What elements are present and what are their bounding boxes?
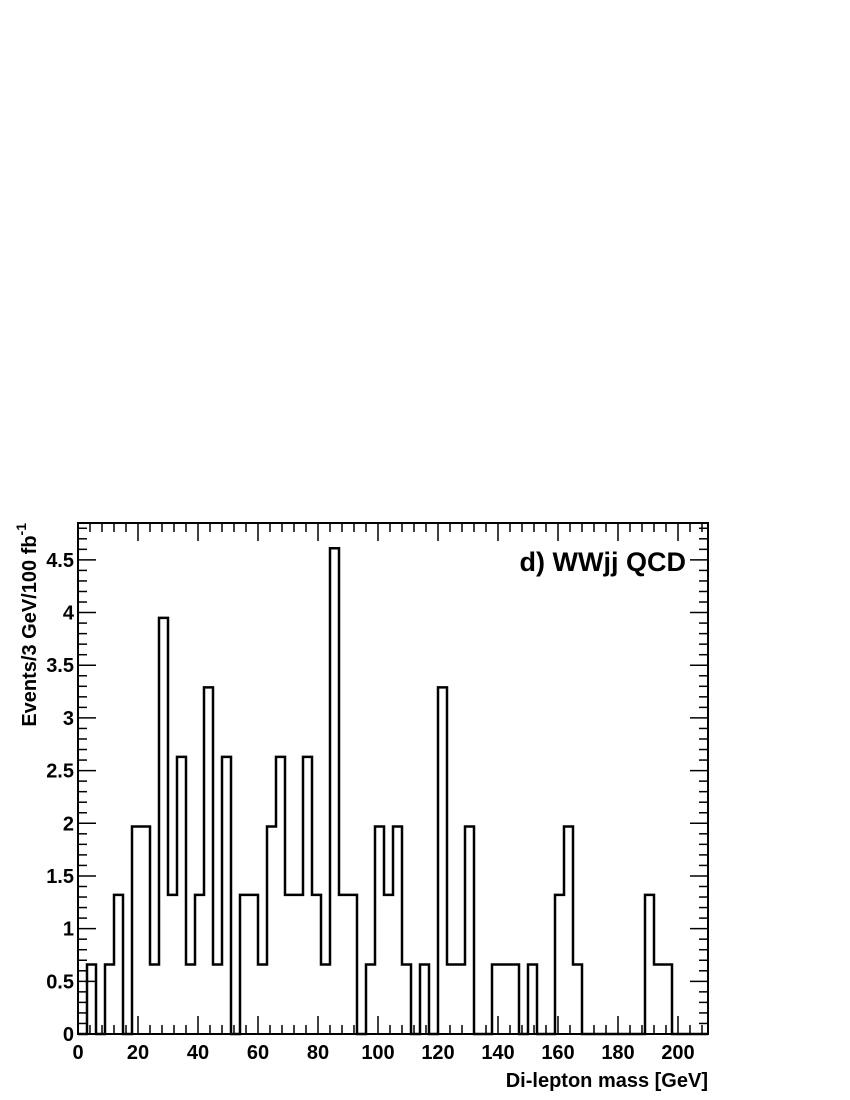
x-tick-label: 0 [72, 1042, 83, 1064]
y-tick-labels: 0 0.5 1 1.5 2 2.5 3 3.5 4 4.5 [46, 550, 75, 1046]
plot-annotation: d) WWjj QCD [520, 547, 686, 577]
y-tick-label: 4.5 [46, 550, 74, 572]
y-axis-title-superscript: -1 [13, 523, 29, 536]
x-tick-label: 80 [307, 1042, 329, 1064]
x-tick-label: 40 [187, 1042, 209, 1064]
y-tick-label: 3 [63, 708, 74, 730]
y-axis-title-main: Events/3 GeV/100 fb [19, 535, 41, 726]
y-tick-label: 0 [63, 1024, 74, 1046]
x-tick-label: 180 [601, 1042, 634, 1064]
y-tick-label: 2 [63, 813, 74, 835]
x-tick-label: 200 [661, 1042, 694, 1064]
x-tick-label: 100 [361, 1042, 394, 1064]
y-tick-label: 0.5 [46, 971, 74, 993]
y-axis-title: Events/3 GeV/100 fb-1 [13, 523, 41, 727]
x-tick-label: 160 [541, 1042, 574, 1064]
x-tick-labels: 0 20 40 60 80 100 120 140 160 180 200 [72, 1042, 694, 1064]
y-tick-label: 1 [63, 919, 74, 941]
x-tick-label: 60 [247, 1042, 269, 1064]
x-axis-title: Di-lepton mass [GeV] [506, 1070, 708, 1092]
plot-frame [77, 522, 709, 1035]
histogram-step-line [78, 547, 708, 1036]
y-tick-label: 4 [63, 603, 75, 625]
y-tick-label: 3.5 [46, 655, 74, 677]
y-tick-label: 1.5 [46, 866, 74, 888]
x-tick-label: 120 [421, 1042, 454, 1064]
y-tick-label: 2.5 [46, 761, 74, 783]
axis-ticks [77, 523, 708, 1035]
x-tick-label: 20 [127, 1042, 149, 1064]
x-tick-label: 140 [481, 1042, 514, 1064]
